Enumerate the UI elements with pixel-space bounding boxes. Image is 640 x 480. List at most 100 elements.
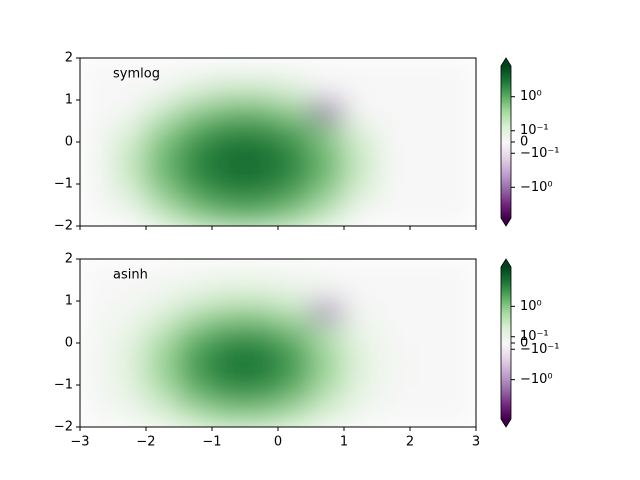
colorbar-segment	[501, 108, 511, 111]
colorbar-extend-max	[501, 259, 511, 267]
colorbar-segment	[501, 311, 511, 313]
colorbar	[500, 57, 512, 227]
colorbar-segment	[501, 384, 511, 387]
colorbar-segment	[501, 318, 511, 321]
heat-cell	[310, 342, 345, 365]
colorbar-segment	[501, 89, 511, 92]
colorbar-segment	[501, 120, 511, 123]
colorbar-segment	[501, 364, 511, 367]
colorbar-segment	[501, 144, 511, 147]
colorbar-segment	[501, 371, 511, 374]
colorbar-segment	[501, 151, 511, 154]
heat-cell	[112, 58, 147, 80]
colorbar-segment	[501, 129, 511, 131]
colorbar-segment	[501, 65, 511, 68]
colorbar-segment	[501, 270, 511, 273]
colorbar-segment	[501, 94, 511, 97]
colorbar-segment	[501, 399, 511, 402]
colorbar-tick-label: 10⁰	[520, 89, 542, 104]
heat-cell	[178, 183, 213, 206]
x-tick-label: −2	[136, 435, 155, 450]
colorbar-segment	[501, 83, 511, 86]
colorbar-segment	[501, 289, 511, 292]
heat-cell	[244, 183, 279, 206]
heat-cell	[376, 120, 411, 143]
heat-cell	[442, 363, 476, 386]
heat-cell	[442, 321, 476, 344]
colorbar-extend-min	[501, 218, 511, 226]
colorbar-segment	[501, 281, 511, 284]
colorbar-segment	[501, 188, 511, 191]
colorbar-segment	[501, 117, 511, 120]
colorbar-segment	[501, 319, 511, 322]
colorbar-segment	[501, 351, 511, 354]
colorbar-segment	[501, 142, 511, 145]
heat-cell	[145, 384, 180, 407]
heat-cell	[310, 120, 345, 143]
heat-cell	[80, 384, 114, 407]
colorbar-segment	[501, 336, 511, 339]
y-tick-label: 0	[65, 135, 73, 150]
heat-cell	[145, 405, 180, 427]
colorbar-segment	[501, 284, 511, 287]
colorbar-segment	[501, 302, 511, 305]
colorbar-segment	[501, 324, 511, 327]
heat-cell	[277, 58, 312, 80]
heat-cell	[112, 363, 147, 386]
colorbar-segment	[501, 323, 511, 326]
heat-cell	[244, 405, 279, 427]
colorbar-segment	[501, 82, 511, 85]
colorbar-segment	[501, 392, 511, 394]
colorbar-segment	[501, 173, 511, 176]
heat-cell	[343, 204, 378, 226]
heat-cell	[442, 120, 476, 143]
colorbar-segment	[501, 321, 511, 324]
heat-cell	[310, 183, 345, 206]
colorbar-segment	[501, 180, 511, 183]
heat-cell	[277, 384, 312, 407]
heat-cell	[80, 183, 114, 206]
colorbar-segment	[501, 417, 511, 420]
heat-cell	[211, 300, 246, 323]
heat-cell	[310, 279, 345, 302]
colorbar-segment	[501, 123, 511, 126]
heat-cell	[409, 300, 444, 323]
heat-cell	[277, 342, 312, 365]
x-tick-label: 3	[472, 435, 480, 450]
colorbar-segment	[501, 416, 511, 419]
colorbar-segment	[501, 136, 511, 139]
heat-cell	[178, 162, 213, 185]
heat-cell	[178, 141, 213, 164]
colorbar-segment	[501, 342, 511, 345]
heat-cell	[112, 141, 147, 164]
heat-cell	[145, 141, 180, 164]
colorbar-segment	[501, 285, 511, 288]
colorbar-segment	[501, 74, 511, 77]
heat-cell	[409, 259, 444, 281]
heat-cell	[80, 204, 114, 226]
heat-cell	[178, 259, 213, 281]
heat-cell	[80, 162, 114, 185]
heat-cell	[211, 78, 246, 101]
heat-cell	[145, 78, 180, 101]
heat-cell	[244, 342, 279, 365]
colorbar-segment	[501, 322, 511, 325]
heat-cell	[211, 141, 246, 164]
colorbar-segment	[501, 179, 511, 182]
colorbar-segment	[501, 78, 511, 81]
colorbar-segment	[501, 330, 511, 332]
colorbar-segment	[501, 271, 511, 274]
colorbar-segment	[501, 77, 511, 79]
heat-cell	[409, 405, 444, 427]
colorbar-segment	[501, 131, 511, 134]
heat-cell	[178, 78, 213, 101]
heat-cell	[211, 58, 246, 80]
heat-cell	[343, 279, 378, 302]
heat-cell	[442, 141, 476, 164]
colorbar-segment	[501, 290, 511, 293]
colorbar-segment	[501, 91, 511, 93]
colorbar-segment	[501, 79, 511, 82]
colorbar-segment	[501, 107, 511, 110]
colorbar-segment	[501, 170, 511, 173]
colorbar-segment	[501, 409, 511, 412]
